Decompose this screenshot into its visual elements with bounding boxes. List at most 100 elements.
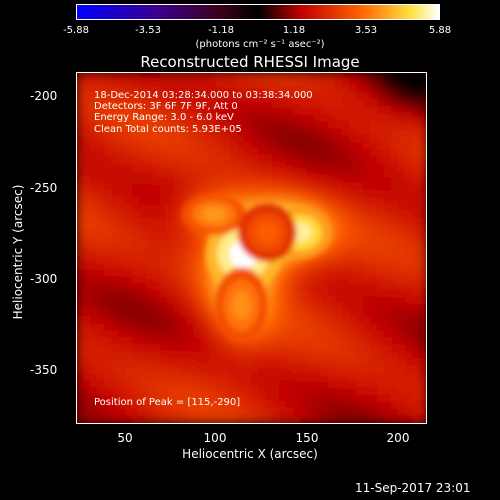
heatmap-cell — [419, 170, 426, 179]
heatmap-cell — [125, 359, 134, 368]
heatmap-cell — [384, 135, 393, 144]
heatmap-cell — [223, 401, 232, 410]
heatmap-cell — [356, 128, 365, 137]
heatmap-cell — [398, 380, 407, 389]
heatmap-cell — [279, 73, 288, 81]
heatmap-cell — [349, 268, 358, 277]
heatmap-cell — [279, 79, 288, 88]
heatmap-cell — [118, 86, 127, 95]
heatmap-cell — [314, 317, 323, 326]
heatmap-cell — [300, 142, 309, 151]
heatmap-cell — [174, 366, 183, 375]
heatmap-cell — [209, 387, 218, 396]
heatmap-cell — [328, 184, 337, 193]
heatmap-cell — [286, 107, 295, 116]
heatmap-cell — [167, 345, 176, 354]
heatmap-cell — [321, 86, 330, 95]
heatmap-cell — [118, 233, 127, 242]
heatmap-cell — [153, 121, 162, 130]
heatmap-cell — [279, 303, 288, 312]
heatmap-cell — [83, 345, 92, 354]
heatmap-cell — [181, 163, 190, 172]
heatmap-cell — [363, 93, 372, 102]
heatmap-cell — [230, 121, 239, 130]
heatmap-cell — [146, 240, 155, 249]
heatmap-cell — [398, 233, 407, 242]
heatmap-cell — [97, 331, 106, 340]
heatmap-cell — [251, 373, 260, 382]
heatmap-cell — [356, 310, 365, 319]
heatmap-cell — [111, 107, 120, 116]
heatmap-cell — [237, 114, 246, 123]
heatmap-cell — [258, 345, 267, 354]
heatmap-cell — [377, 198, 386, 207]
heatmap-cell — [118, 198, 127, 207]
heatmap-cell — [139, 261, 148, 270]
heatmap-cell — [202, 86, 211, 95]
heatmap-cell — [307, 79, 316, 88]
annotation-clean-counts: Clean Total counts: 5.93E+05 — [94, 124, 242, 135]
heatmap-cell — [90, 373, 99, 382]
heatmap-cell — [265, 303, 274, 312]
heatmap-cell — [111, 394, 120, 403]
heatmap-cell — [321, 107, 330, 116]
heatmap-cell — [209, 303, 218, 312]
heatmap-cell — [188, 79, 197, 88]
heatmap-cell — [419, 240, 426, 249]
heatmap-cell — [272, 338, 281, 347]
heatmap-cell — [132, 317, 141, 326]
heatmap-cell — [377, 254, 386, 263]
heatmap-cell — [202, 408, 211, 417]
heatmap-cell — [251, 184, 260, 193]
heatmap-cell — [321, 79, 330, 88]
heatmap-cell — [244, 100, 253, 109]
heatmap-cell — [216, 408, 225, 417]
heatmap-cell — [419, 366, 426, 375]
heatmap-cell — [307, 317, 316, 326]
heatmap-cell — [195, 86, 204, 95]
heatmap-cell — [174, 212, 183, 221]
heatmap-cell — [307, 289, 316, 298]
heatmap-cell — [307, 198, 316, 207]
heatmap-cell — [237, 128, 246, 137]
heatmap-cell — [391, 261, 400, 270]
heatmap-cell — [412, 191, 421, 200]
heatmap-cell — [125, 240, 134, 249]
heatmap-cell — [125, 79, 134, 88]
heatmap-cell — [153, 310, 162, 319]
heatmap-cell — [272, 191, 281, 200]
heatmap-cell — [328, 198, 337, 207]
heatmap-cell — [181, 254, 190, 263]
heatmap-cell — [153, 107, 162, 116]
heatmap-cell — [153, 79, 162, 88]
heatmap-cell — [314, 163, 323, 172]
heatmap-cell — [384, 303, 393, 312]
heatmap-cell — [377, 387, 386, 396]
heatmap-cell — [293, 387, 302, 396]
heatmap-cell — [153, 275, 162, 284]
heatmap-cell — [412, 79, 421, 88]
heatmap-cell — [251, 387, 260, 396]
heatmap-cell — [412, 275, 421, 284]
heatmap-cell — [405, 394, 414, 403]
heatmap-cell — [230, 93, 239, 102]
heatmap-cell — [251, 366, 260, 375]
heatmap-cell — [405, 282, 414, 291]
heatmap-cell — [377, 268, 386, 277]
heatmap-cell — [356, 79, 365, 88]
heatmap-cell — [286, 73, 295, 81]
heatmap-cell — [335, 289, 344, 298]
heatmap-cell — [146, 170, 155, 179]
heatmap-cell — [132, 310, 141, 319]
heatmap-cell — [342, 310, 351, 319]
heatmap-cell — [90, 394, 99, 403]
heatmap-cell — [139, 408, 148, 417]
heatmap-cell — [279, 310, 288, 319]
heatmap-cell — [272, 114, 281, 123]
heatmap-cell — [146, 135, 155, 144]
heatmap-cell — [209, 170, 218, 179]
heatmap-cell — [125, 73, 134, 81]
colorbar-tick-label: -5.88 — [63, 25, 89, 36]
heatmap-cell — [132, 401, 141, 410]
heatmap-cell — [230, 366, 239, 375]
